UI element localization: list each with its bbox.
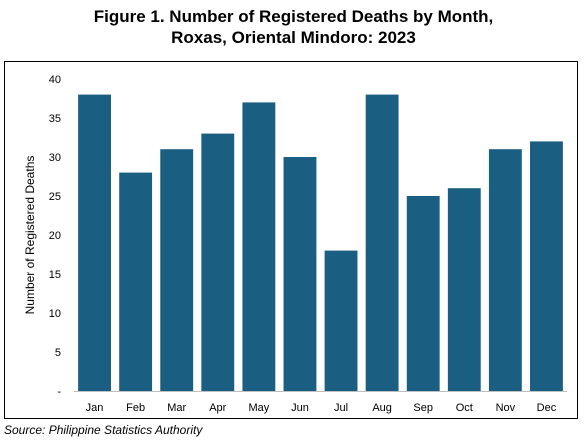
x-tick-label: Dec [537,402,557,414]
bar-aug [365,94,399,391]
y-tick-label: 15 [49,269,61,281]
bar-may [242,102,276,392]
bar-nov [488,149,522,391]
y-tick-label: 5 [55,347,61,359]
bar-dec [530,141,563,391]
x-tick-label: Oct [456,402,473,414]
chart-title-line-1: Figure 1. Number of Registered Deaths by… [93,7,494,26]
x-tick-label: Jan [86,402,104,414]
bar-sep [406,196,440,391]
bar-jul [324,250,358,391]
x-tick-label: Jul [334,402,348,414]
x-tick-label: Feb [126,402,145,414]
y-tick-label: 20 [49,230,61,242]
y-axis-label: Number of Registered Deaths [23,156,37,315]
bar-mar [160,149,194,391]
y-tick-label: - [57,386,61,398]
x-tick-label: Sep [413,402,433,414]
bar-jan [78,94,111,391]
x-tick-label: Nov [496,402,516,414]
x-tick-label: Mar [167,402,186,414]
bar-apr [201,133,235,391]
bar-oct [447,188,481,391]
chart-title-line-2: Roxas, Oriental Mindoro: 2023 [171,28,416,47]
y-tick-label: 30 [49,152,61,164]
y-tick-label: 25 [49,191,61,203]
x-tick-label: Aug [372,402,392,414]
y-tick-label: 40 [49,74,61,86]
chart-frame [4,61,578,419]
x-tick-label: Apr [209,402,226,414]
source-note: Source: Philippine Statistics Authority [4,423,203,437]
y-tick-label: 10 [49,308,61,320]
y-tick-label: 35 [49,113,61,125]
bar-jun [283,157,317,391]
bar-feb [119,172,153,391]
x-tick-label: Jun [291,402,309,414]
chart-title: Figure 1. Number of Registered Deaths by… [0,6,587,48]
x-tick-label: May [248,402,269,414]
